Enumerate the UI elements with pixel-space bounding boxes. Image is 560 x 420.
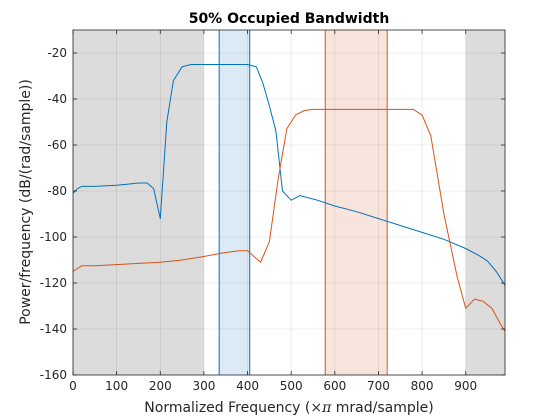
x-axis-label-symbol: ×π bbox=[310, 400, 332, 416]
x-tick-label: 700 bbox=[367, 379, 390, 393]
x-tick-label: 900 bbox=[454, 379, 477, 393]
series-line-1 bbox=[72, 64, 506, 286]
x-tick-label: 400 bbox=[236, 379, 259, 393]
x-axis-label-suffix: mrad/sample) bbox=[331, 400, 433, 416]
y-axis-label: Power/frequency (dB/(rad/sample)) bbox=[18, 79, 34, 325]
series-lines bbox=[72, 64, 506, 332]
shaded-region-3 bbox=[325, 30, 388, 375]
x-axis-label: Normalized Frequency (×π mrad/sample) bbox=[144, 400, 433, 416]
series-line-2 bbox=[72, 108, 506, 332]
y-tick-label: -80 bbox=[47, 184, 67, 198]
x-tick-label: 800 bbox=[411, 379, 434, 393]
y-tick-label: -160 bbox=[40, 368, 67, 382]
shaded-region-2 bbox=[219, 30, 250, 375]
x-tick-label: 0 bbox=[69, 379, 77, 393]
y-tick-label: -40 bbox=[47, 92, 67, 106]
x-axis-label-prefix: Normalized Frequency ( bbox=[144, 400, 310, 416]
x-tick-label: 300 bbox=[192, 379, 215, 393]
axis-ticks: 0 100 200 300 400 500 600 700 800 900 -160 -140 -120… bbox=[40, 30, 505, 393]
x-tick-label: 200 bbox=[149, 379, 172, 393]
x-tick-label: 600 bbox=[323, 379, 346, 393]
y-tick-label: -100 bbox=[40, 230, 67, 244]
y-tick-label: -20 bbox=[47, 46, 67, 60]
y-tick-label: -60 bbox=[47, 138, 67, 152]
x-tick-label: 500 bbox=[280, 379, 303, 393]
shaded-region-0 bbox=[73, 30, 204, 375]
chart-title: 50% Occupied Bandwidth bbox=[189, 11, 390, 27]
plot-frame bbox=[72, 29, 506, 376]
plot-area: 0 100 200 300 400 500 600 700 800 900 -160 -140 -120… bbox=[40, 29, 506, 393]
y-tick-label: -120 bbox=[40, 276, 67, 290]
shaded-region-1 bbox=[465, 30, 505, 375]
y-tick-label: -140 bbox=[40, 322, 67, 336]
x-tick-label: 100 bbox=[105, 379, 128, 393]
occupied-bandwidth-regions bbox=[73, 30, 505, 375]
